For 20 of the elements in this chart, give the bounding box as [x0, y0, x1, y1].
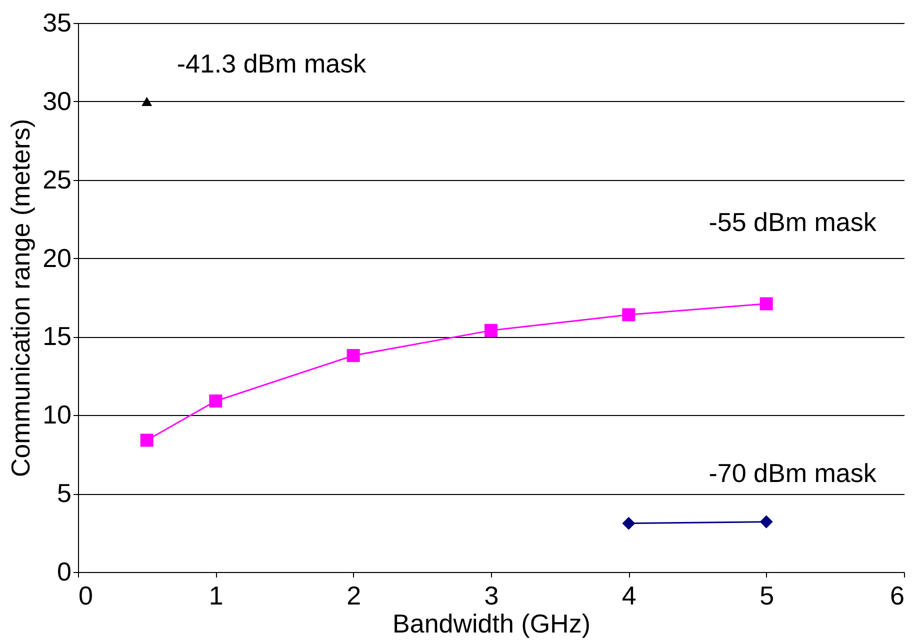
x-axis-title: Bandwidth (GHz): [392, 608, 590, 638]
x-tick-label: 1: [208, 580, 224, 610]
y-tick-label: 0: [57, 556, 72, 586]
x-tick-label: 5: [760, 580, 774, 610]
y-tick-label: 5: [57, 478, 72, 508]
x-tick-label: 2: [346, 580, 362, 610]
x-tick-label: 6: [890, 580, 904, 610]
x-tick-label: 0: [78, 580, 93, 610]
series-label: -70 dBm mask: [708, 458, 878, 488]
y-tick-label: 30: [42, 86, 72, 116]
y-axis-title: Communication range (meters): [6, 118, 36, 478]
y-tick-label: 25: [42, 164, 72, 194]
series-label: -41.3 dBm mask: [176, 48, 368, 78]
y-tick-label: 20: [42, 242, 72, 273]
x-tick-label: 3: [484, 580, 499, 610]
y-tick-label: 10: [42, 400, 72, 430]
x-tick-label: 4: [622, 580, 636, 610]
y-tick-label: 15: [42, 321, 72, 352]
text: -55 dBm mask: [708, 206, 878, 237]
y-tick-label: 35: [42, 8, 72, 38]
